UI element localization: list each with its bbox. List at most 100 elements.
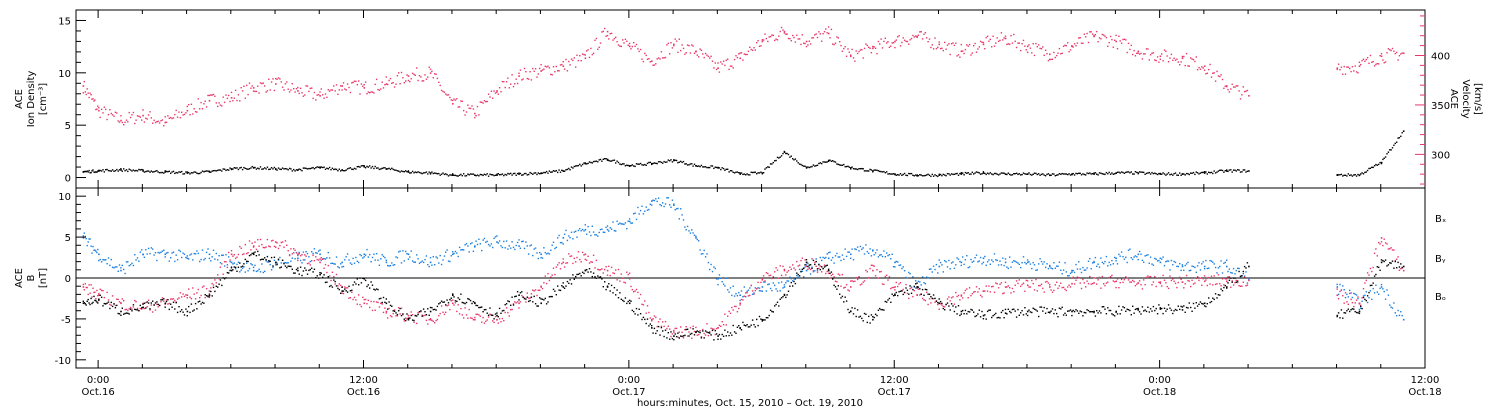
by-point [787, 280, 790, 282]
bx-point [1112, 314, 1114, 316]
velocity-point [431, 70, 433, 72]
by-point [1152, 264, 1155, 266]
ion-density-point [1389, 149, 1391, 151]
ion-density-point [1216, 171, 1218, 173]
bz-point [199, 297, 201, 299]
ion-density-point [409, 172, 411, 174]
velocity-point [387, 83, 389, 86]
bz-point [290, 248, 292, 250]
ion-density-point [1144, 173, 1146, 175]
bx-point [576, 273, 578, 276]
ion-density-point [100, 170, 103, 172]
by-point [1046, 263, 1048, 265]
bx-point [96, 301, 98, 303]
bx-point [413, 319, 415, 322]
ion-density-point [324, 168, 327, 170]
bz-point [186, 297, 188, 299]
ion-density-point [711, 165, 714, 167]
bz-point [1125, 276, 1127, 278]
bx-point [1154, 309, 1156, 312]
by-point [953, 267, 956, 269]
by-point [1400, 311, 1402, 313]
bx-point [693, 334, 696, 336]
bx-point [702, 330, 704, 332]
ion-density-point [259, 166, 262, 168]
x-tick-date-label: Oct.17 [878, 387, 911, 398]
velocity-point [312, 97, 314, 100]
bx-point [718, 333, 721, 336]
by-point [234, 268, 237, 270]
by-point [88, 238, 90, 240]
velocity-point [1379, 55, 1381, 57]
ion-density-point [886, 171, 888, 173]
by-point [197, 252, 199, 254]
ion-density-point [792, 158, 794, 160]
velocity-point [1060, 53, 1062, 55]
bz-point [960, 295, 962, 297]
by-point [139, 251, 141, 253]
velocity-point [1011, 42, 1014, 44]
by-point [827, 257, 830, 260]
ion-density-point [1169, 174, 1171, 176]
bx-point [588, 268, 591, 270]
ion-density-point [540, 172, 542, 174]
velocity-point [713, 67, 715, 69]
velocity-point [85, 93, 87, 96]
ion-density-point [1067, 173, 1069, 176]
velocity-point [316, 94, 318, 96]
bx-point [845, 300, 848, 302]
bx-point [496, 314, 498, 317]
ion-density-point [215, 170, 217, 172]
bx-point [273, 256, 276, 258]
bx-point [124, 312, 126, 315]
velocity-point [921, 38, 924, 40]
velocity-point [200, 101, 202, 104]
bx-point [399, 307, 401, 310]
by-point [84, 235, 86, 238]
ion-density-point [469, 173, 472, 175]
bx-point [985, 318, 987, 320]
velocity-point [333, 85, 335, 87]
bx-point [132, 304, 135, 306]
velocity-point [855, 50, 857, 52]
velocity-point [1051, 58, 1054, 60]
by-point [1022, 256, 1025, 258]
velocity-point [700, 49, 703, 51]
bx-point [642, 316, 645, 319]
velocity-point [718, 71, 721, 73]
ion-density-point [1011, 174, 1014, 176]
bx-point [966, 313, 968, 315]
bx-point [118, 313, 121, 315]
bz-point [1187, 279, 1189, 282]
bx-point [533, 295, 535, 298]
by-point [1123, 258, 1126, 260]
ion-density-point [461, 175, 463, 177]
bz-point [1049, 286, 1051, 288]
bz-point [393, 309, 396, 311]
velocity-point [1086, 32, 1088, 35]
velocity-point [746, 53, 748, 56]
ion-density-point [1071, 173, 1073, 175]
bz-point [1231, 280, 1233, 282]
bx-point [1076, 310, 1079, 312]
ion-density-point [861, 167, 863, 170]
by-point [120, 267, 122, 269]
velocity-point [526, 77, 528, 80]
bz-point [319, 258, 321, 260]
bx-point [505, 303, 508, 305]
velocity-point [978, 46, 980, 48]
velocity-point [579, 55, 581, 57]
bz-point [505, 307, 508, 309]
bz-point [894, 289, 896, 291]
ion-density-point [1190, 172, 1192, 174]
velocity-point [1004, 37, 1007, 40]
bz-point [82, 286, 85, 288]
velocity-point [505, 81, 508, 83]
ion-density-point [298, 168, 300, 170]
bz-point [720, 325, 722, 327]
bx-point [290, 265, 292, 268]
ion-density-point [351, 168, 353, 170]
by-point [269, 263, 271, 266]
bz-point [1384, 242, 1387, 244]
by-point [610, 228, 613, 230]
